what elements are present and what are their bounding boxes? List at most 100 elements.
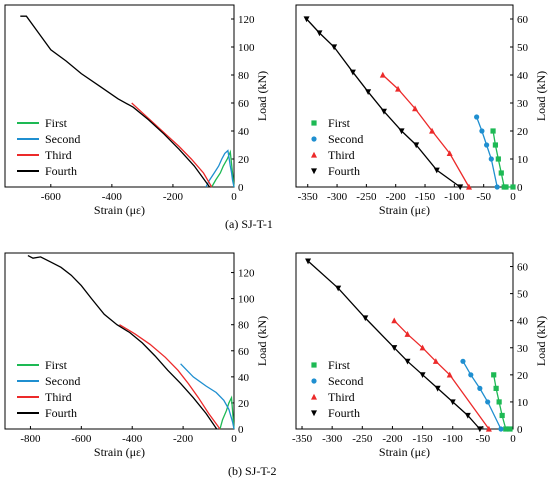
- data-point-first: [493, 385, 499, 391]
- data-point-fourth: [331, 44, 338, 51]
- x-tick-label: 0: [231, 433, 237, 445]
- y-tick-label: 60: [238, 98, 250, 110]
- legend-marker-third: [311, 393, 317, 400]
- y-axis-label: Load (kN): [255, 316, 269, 366]
- series-line-first: [493, 374, 510, 430]
- data-point-third: [419, 344, 426, 351]
- data-point-second: [477, 385, 483, 391]
- series-line-fourth: [20, 15, 211, 188]
- data-point-third: [379, 71, 386, 78]
- y-tick-label: 120: [238, 14, 255, 26]
- x-tick-label: -250: [352, 433, 373, 445]
- y-tick-label: 50: [517, 42, 529, 54]
- y-tick-label: 20: [517, 126, 529, 138]
- x-tick-label: -200: [386, 191, 407, 203]
- data-point-first: [510, 184, 516, 190]
- series-line-third: [393, 320, 490, 430]
- data-point-fourth: [365, 89, 372, 95]
- legend-marker-first: [311, 120, 317, 126]
- data-point-fourth: [404, 358, 411, 365]
- y-tick-label: 20: [238, 398, 250, 410]
- plot-frame: [295, 4, 514, 188]
- data-point-third: [395, 85, 402, 92]
- data-point-second: [479, 128, 485, 134]
- x-tick-label: -200: [382, 433, 403, 445]
- data-point-second: [485, 399, 491, 405]
- series-line-fourth: [307, 260, 481, 430]
- x-tick-label: -50: [476, 191, 491, 203]
- x-tick-label: -400: [122, 433, 143, 445]
- data-point-first: [503, 426, 509, 432]
- plot-frame: [4, 252, 235, 430]
- data-point-second: [460, 358, 466, 364]
- legend-label-third: Third: [328, 390, 355, 404]
- series-line-second: [205, 149, 235, 188]
- data-point-fourth: [464, 412, 471, 419]
- legend-label-fourth: Fourth: [328, 406, 360, 420]
- x-axis-label: Strain (με): [379, 445, 430, 459]
- data-point-first: [495, 156, 501, 162]
- data-point-third: [432, 358, 439, 364]
- data-point-second: [494, 184, 500, 190]
- data-point-fourth: [413, 142, 420, 149]
- chart-b-left: -800 -600 -400 -200 00 20 40 60 80 100 120 Strain (…: [4, 252, 269, 459]
- chart-a-left: -600 -400 -200 00 20 40 60 80 100 120 Strain (με) L…: [4, 4, 269, 217]
- data-point-fourth: [305, 258, 312, 265]
- y-tick-label: 80: [238, 70, 250, 82]
- y-axis-label: Load (kN): [534, 316, 548, 366]
- y-tick-label: 60: [517, 14, 529, 26]
- data-point-third: [485, 425, 492, 432]
- data-point-fourth: [349, 69, 356, 76]
- data-point-third: [404, 331, 411, 337]
- legend-label-first: First: [328, 116, 351, 130]
- series-line-fourth: [27, 255, 218, 430]
- caption-b: (b) SJ-T-2: [228, 464, 277, 478]
- data-point-first: [491, 372, 497, 378]
- y-axis-label: Load (kN): [255, 71, 269, 121]
- legend-marker-first: [311, 362, 317, 368]
- y-tick-label: 0: [238, 182, 244, 194]
- data-point-fourth: [398, 128, 405, 135]
- x-axis-label: Strain (με): [379, 203, 430, 217]
- data-point-fourth: [362, 315, 369, 322]
- data-point-second: [498, 426, 504, 432]
- data-point-fourth: [476, 426, 483, 433]
- data-point-fourth: [433, 167, 440, 174]
- data-point-third: [429, 127, 436, 134]
- x-tick-label: -150: [415, 191, 436, 203]
- series-line-second: [475, 116, 498, 188]
- data-point-fourth: [380, 108, 387, 115]
- legend-label-first: First: [328, 358, 351, 372]
- y-tick-label: 60: [517, 262, 529, 274]
- y-tick-label: 20: [517, 370, 529, 382]
- data-point-first: [503, 184, 509, 190]
- data-point-third: [466, 183, 473, 190]
- x-axis-label: Strain (με): [94, 203, 145, 217]
- data-point-fourth: [316, 30, 323, 37]
- y-tick-label: 50: [517, 289, 529, 301]
- y-tick-label: 60: [238, 346, 250, 358]
- legend-marker-third: [311, 151, 317, 158]
- legend-label-third: Third: [328, 148, 355, 162]
- data-point-fourth: [457, 184, 464, 191]
- data-point-first: [507, 426, 513, 432]
- series-line-third: [119, 324, 221, 430]
- data-point-fourth: [335, 285, 342, 292]
- legend-label-fourth: Fourth: [45, 406, 77, 420]
- x-tick-label: -600: [41, 191, 62, 203]
- x-tick-label: -200: [173, 433, 194, 445]
- legend-label-second: Second: [328, 374, 363, 388]
- x-tick-label: -400: [102, 191, 123, 203]
- data-point-third: [391, 317, 398, 324]
- y-tick-label: 100: [238, 294, 255, 306]
- y-tick-label: 10: [517, 154, 529, 166]
- plot-frame: [295, 252, 514, 430]
- plot-frame: [4, 4, 235, 188]
- legend-label-first: First: [45, 358, 68, 372]
- x-tick-label: -350: [292, 433, 313, 445]
- data-point-third: [446, 371, 453, 378]
- chart-a-right: -350 -300 -250 -200 -150 -100 -50 00 10 20 30 40 50 6…: [295, 4, 548, 217]
- x-tick-label: -100: [444, 191, 465, 203]
- data-point-fourth: [391, 345, 398, 351]
- data-point-second: [468, 372, 474, 378]
